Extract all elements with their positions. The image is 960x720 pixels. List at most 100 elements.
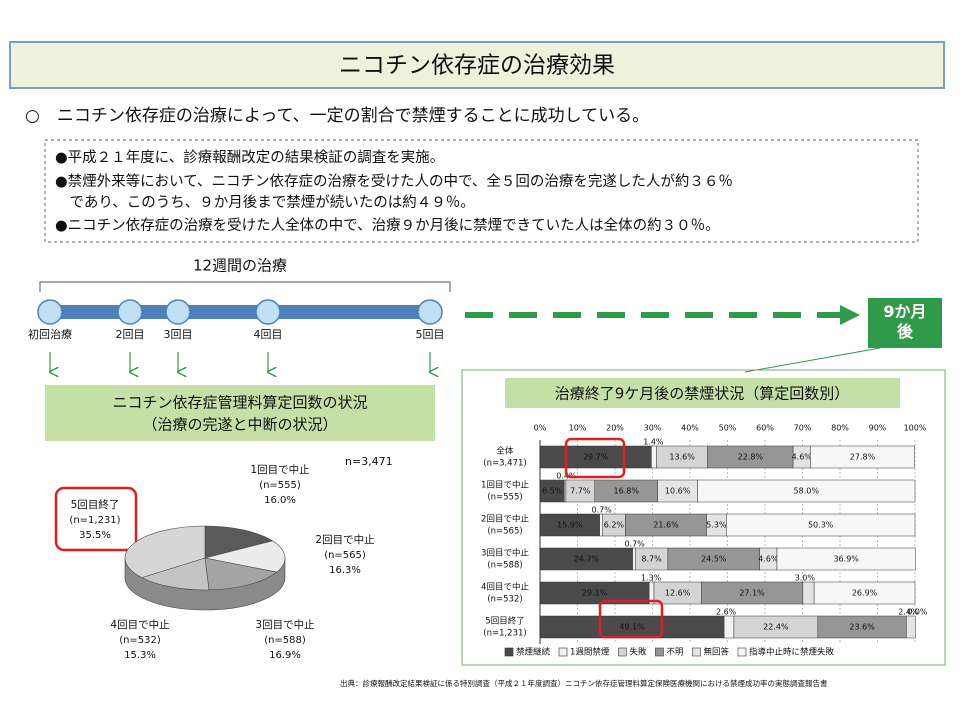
legend-label: 無回答 xyxy=(703,647,729,658)
legend-label: 禁煙継続 xyxy=(516,647,551,658)
pie-slice xyxy=(204,540,286,573)
value-label: 26.9% xyxy=(852,589,878,598)
legend-swatch xyxy=(618,647,627,657)
category-note: (n=565) xyxy=(487,527,522,537)
value-label: 10.6% xyxy=(665,487,691,496)
pie-value-label: 16.3% xyxy=(329,565,361,576)
step-label: 5回目 xyxy=(416,328,445,341)
pie-n-label: (n=1,231) xyxy=(69,515,120,526)
step-node xyxy=(417,299,443,325)
value-label: 0.7% xyxy=(591,506,612,515)
summary-line: ●平成２１年度に、診療報酬改定の結果検証の調査を実施。 xyxy=(55,149,444,166)
value-label: 36.9% xyxy=(833,555,859,564)
title: ニコチン依存症の治療効果 xyxy=(339,53,615,79)
value-label: 21.6% xyxy=(653,521,679,530)
category-label: 全体 xyxy=(496,446,514,457)
category-label: 5回目終了 xyxy=(485,616,524,627)
value-label: 29.7% xyxy=(583,453,609,462)
legend-swatch xyxy=(558,647,568,657)
value-label: 50.3% xyxy=(808,521,834,530)
highlight xyxy=(54,486,138,552)
bar-segment xyxy=(810,445,915,469)
value-label: 5.3% xyxy=(706,521,727,530)
summary-line: ●ニコチン依存症の治療を受けた人全体の中で、治療９か月後に禁煙できていた人は全体… xyxy=(55,216,720,234)
value-label: 8.7% xyxy=(641,555,662,564)
highlight xyxy=(598,599,664,639)
bar-title: 治療終了9ケ月後の禁煙状況（算定回数別） xyxy=(555,385,850,403)
step-node xyxy=(165,299,191,325)
legend-label: 失敗 xyxy=(629,647,647,658)
value-label: 1.4% xyxy=(643,438,664,447)
step-node xyxy=(255,299,281,325)
bar-segment xyxy=(776,547,916,571)
timeline-bar xyxy=(50,305,430,319)
value-label: 0.7% xyxy=(624,540,645,549)
step-label: 3回目 xyxy=(164,328,193,341)
category-label: 4回目で中止 xyxy=(481,582,529,593)
x-tick-label: 100% xyxy=(904,424,927,433)
legend-swatch xyxy=(737,647,747,657)
legend-swatch xyxy=(655,647,664,657)
pie-value-label: 16.9% xyxy=(269,650,301,661)
value-label: 2.4% xyxy=(898,608,919,617)
step-node xyxy=(117,299,143,325)
value-label: 7.7% xyxy=(570,487,591,496)
value-label: 4.6% xyxy=(758,555,779,564)
value-label: 24.5% xyxy=(701,555,727,564)
value-label: 24.7% xyxy=(574,555,600,564)
timeline-bracket xyxy=(39,281,451,292)
bar-segment xyxy=(726,513,916,537)
bar-segment xyxy=(723,615,735,639)
bar-segment xyxy=(599,513,603,537)
pie-value-label: 16.0% xyxy=(264,495,296,506)
timeline-steps: 初回治療 2回目 3回目 4回目 5回目 xyxy=(28,299,445,372)
bar-segment xyxy=(632,547,636,571)
source: 出典：診療報酬改定結果検証に係る特別調査（平成２１年度調査）ニコチン依存症管理料… xyxy=(340,678,828,688)
bar-chart: 0% 10% 20% 30% 40% 50% 60% 70% 80% 90% 100% 全体 (n=3,… xyxy=(481,424,928,658)
x-tick-label: 90% xyxy=(869,424,887,433)
value-label: 3.0% xyxy=(795,574,816,583)
category-note: (n=532) xyxy=(487,595,522,605)
arrow-head xyxy=(840,305,860,325)
value-label: 27.1% xyxy=(739,589,765,598)
value-label: 4.6% xyxy=(792,453,813,462)
step-label: 初回治療 xyxy=(28,327,72,341)
end-box-label-wrap: 9か月後 xyxy=(883,302,927,341)
bar-segment xyxy=(802,581,815,605)
value-label: 13.6% xyxy=(669,453,695,462)
pie-slice xyxy=(124,525,206,578)
right-panel xyxy=(461,369,946,666)
pie-label: 4回目で中止 xyxy=(110,618,169,631)
value-label: 58.0% xyxy=(794,487,820,496)
pie-n-label: (n=588) xyxy=(264,635,306,646)
category-note: (n=3,471) xyxy=(483,459,526,469)
value-label: 6.5% xyxy=(542,487,563,496)
x-tick-label: 50% xyxy=(719,424,737,433)
bar-segment xyxy=(906,615,916,639)
legend-swatch xyxy=(504,647,514,657)
category-note: (n=588) xyxy=(487,561,522,571)
value-label: 29.1% xyxy=(582,589,608,598)
pie-label: 2回目で中止 xyxy=(315,533,374,546)
category-label: 1回目で中止 xyxy=(481,480,529,491)
bar-segment xyxy=(813,581,916,605)
x-tick-label: 10% xyxy=(569,424,587,433)
summary-box xyxy=(44,139,919,243)
step-label: 4回目 xyxy=(254,328,283,341)
legend-label: 不明 xyxy=(666,648,683,658)
pie-subtitle: （治療の完遂と中断の状況） xyxy=(142,416,337,434)
step-label: 2回目 xyxy=(116,328,145,341)
step-node xyxy=(37,299,63,325)
lead: ○ ニコチン依存症の治療によって、一定の割合で禁煙することに成功している。 xyxy=(25,106,649,126)
pie-n-label: (n=565) xyxy=(324,550,366,561)
end-label: 9か月後 xyxy=(883,302,927,341)
value-label: 22.4% xyxy=(763,623,789,632)
x-tick-label: 40% xyxy=(681,424,699,433)
value-label: 2.6% xyxy=(716,608,737,617)
legend-label: 1週間禁煙 xyxy=(570,648,610,658)
pie-label: 1回目で中止 xyxy=(250,463,309,476)
x-tick-label: 0% xyxy=(534,424,547,433)
value-label: 0.0% xyxy=(907,608,928,617)
title-box xyxy=(9,41,945,89)
